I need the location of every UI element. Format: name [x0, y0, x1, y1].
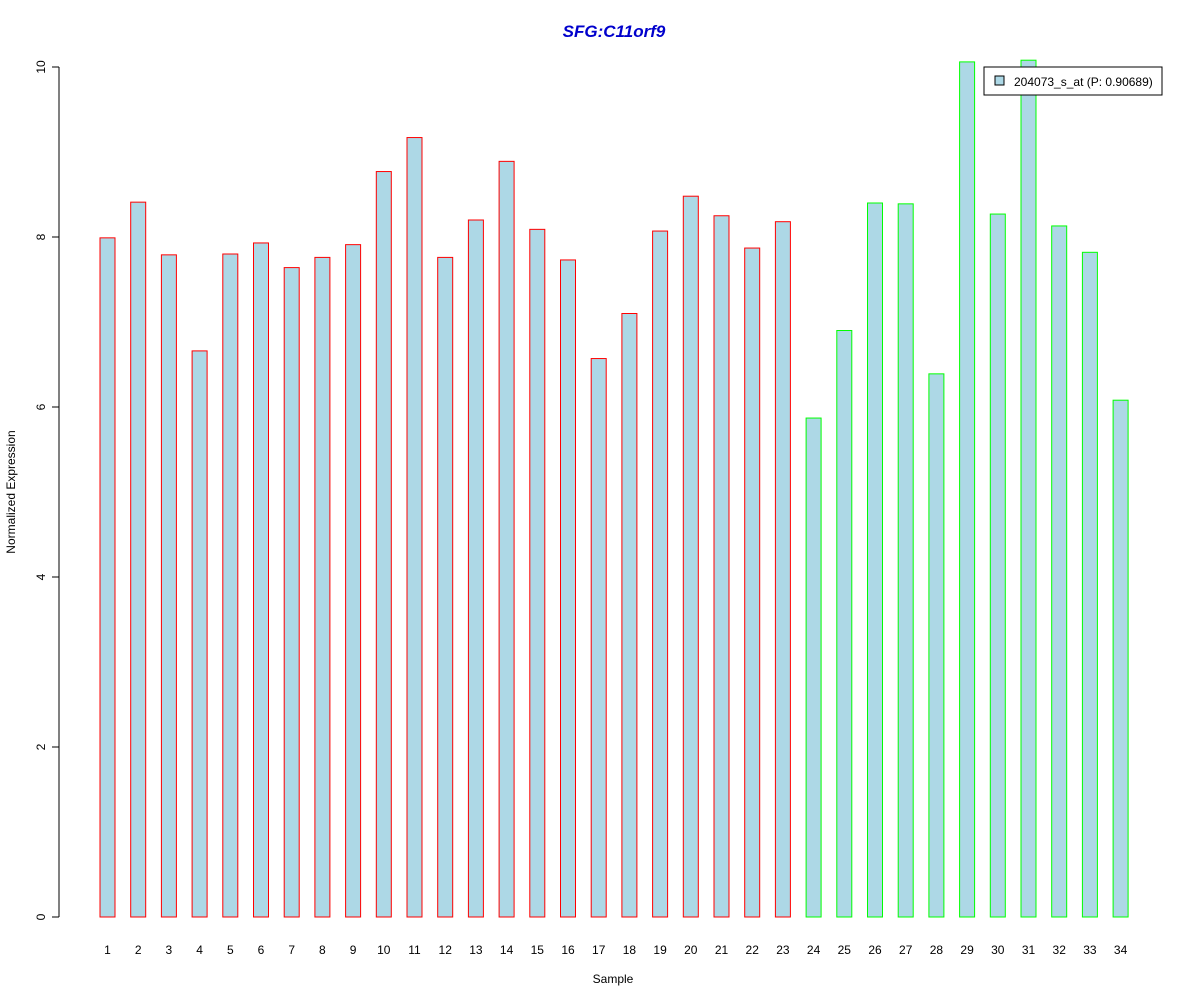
x-tick-label: 2	[135, 943, 142, 957]
x-tick-label: 13	[469, 943, 483, 957]
bar-sample-16	[560, 259, 576, 918]
x-tick-label: 4	[196, 943, 203, 957]
bar-sample-4	[191, 350, 208, 918]
bar-sample-9	[345, 244, 362, 918]
x-tick-label: 21	[715, 943, 729, 957]
x-tick-label: 32	[1053, 943, 1067, 957]
bar-sample-30	[989, 213, 1006, 918]
x-tick-label: 31	[1022, 943, 1036, 957]
x-tick-label: 16	[561, 943, 575, 957]
x-tick-label: 29	[960, 943, 974, 957]
legend-box	[983, 66, 1163, 96]
y-tick-label: 0	[34, 913, 48, 920]
x-tick-label: 22	[746, 943, 760, 957]
y-tick-label: 6	[34, 403, 48, 410]
legend: 204073_s_at (P: 0.90689)	[983, 66, 1163, 96]
bar-sample-7	[283, 267, 300, 918]
bar-sample-1	[99, 237, 116, 918]
bar-sample-29	[959, 61, 976, 918]
bar-sample-32	[1051, 225, 1068, 918]
bar-sample-5	[222, 253, 239, 918]
bar-sample-17	[590, 358, 607, 918]
x-tick-label: 9	[350, 943, 357, 957]
x-tick-label: 6	[258, 943, 265, 957]
y-tick-label: 2	[34, 743, 48, 750]
bar-sample-18	[621, 313, 638, 918]
x-tick-label: 34	[1114, 943, 1128, 957]
x-tick-label: 27	[899, 943, 913, 957]
bar-sample-31	[1020, 59, 1037, 918]
x-tick-label: 10	[377, 943, 391, 957]
bar-sample-19	[652, 230, 669, 918]
x-tick-label: 24	[807, 943, 821, 957]
y-tick-label: 8	[34, 233, 48, 240]
x-tick-label: 5	[227, 943, 234, 957]
y-tick-label: 10	[34, 60, 48, 74]
bars	[99, 59, 1129, 918]
bar-sample-26	[867, 202, 883, 918]
x-tick-label: 18	[623, 943, 637, 957]
bar-sample-24	[805, 417, 822, 918]
bar-sample-33	[1081, 251, 1098, 918]
x-tick-label: 26	[868, 943, 882, 957]
x-tick-labels: 1 2 3 4 5 6 7 8 9 10 11 12 13 14 15 16 17 18 19 20 21 22 23 24 2…	[104, 943, 1127, 957]
bar-sample-15	[529, 228, 546, 918]
x-tick-label: 8	[319, 943, 326, 957]
bar-sample-23	[774, 221, 791, 918]
y-axis: 0 2 4 6 8 10	[34, 60, 60, 920]
x-tick-label: 14	[500, 943, 514, 957]
bar-sample-21	[713, 215, 730, 918]
x-tick-label: 7	[288, 943, 295, 957]
bar-sample-11	[406, 137, 423, 918]
x-tick-label: 25	[838, 943, 852, 957]
x-tick-label: 28	[930, 943, 944, 957]
x-tick-label: 17	[592, 943, 606, 957]
bar-sample-28	[928, 373, 945, 918]
bar-sample-2	[130, 201, 147, 918]
x-tick-label: 11	[408, 943, 421, 957]
x-tick-label: 3	[166, 943, 173, 957]
y-axis-label: Normalized Expression	[4, 430, 18, 553]
bar-sample-10	[375, 171, 392, 918]
bar-sample-8	[314, 256, 331, 918]
x-tick-label: 19	[653, 943, 667, 957]
legend-entry-label: 204073_s_at (P: 0.90689)	[1014, 75, 1153, 89]
bar-sample-27	[897, 203, 914, 918]
x-tick-label: 20	[684, 943, 698, 957]
x-tick-label: 30	[991, 943, 1005, 957]
bar-sample-22	[744, 247, 761, 918]
bar-sample-6	[253, 242, 269, 918]
bar-sample-14	[498, 160, 515, 918]
bar-sample-25	[836, 330, 853, 918]
x-axis-label: Sample	[593, 972, 634, 986]
x-tick-label: 15	[531, 943, 545, 957]
x-tick-label: 12	[439, 943, 453, 957]
x-tick-label: 23	[776, 943, 790, 957]
bar-sample-20	[682, 195, 699, 918]
legend-swatch	[994, 75, 1005, 86]
chart-title: SFG:C11orf9	[563, 22, 666, 41]
bar-sample-34	[1112, 399, 1129, 918]
bar-sample-13	[467, 219, 484, 918]
bar-sample-12	[437, 256, 454, 918]
bar-sample-3	[160, 254, 177, 918]
x-tick-label: 33	[1083, 943, 1097, 957]
x-tick-label: 1	[104, 943, 111, 957]
y-tick-label: 4	[34, 573, 48, 580]
